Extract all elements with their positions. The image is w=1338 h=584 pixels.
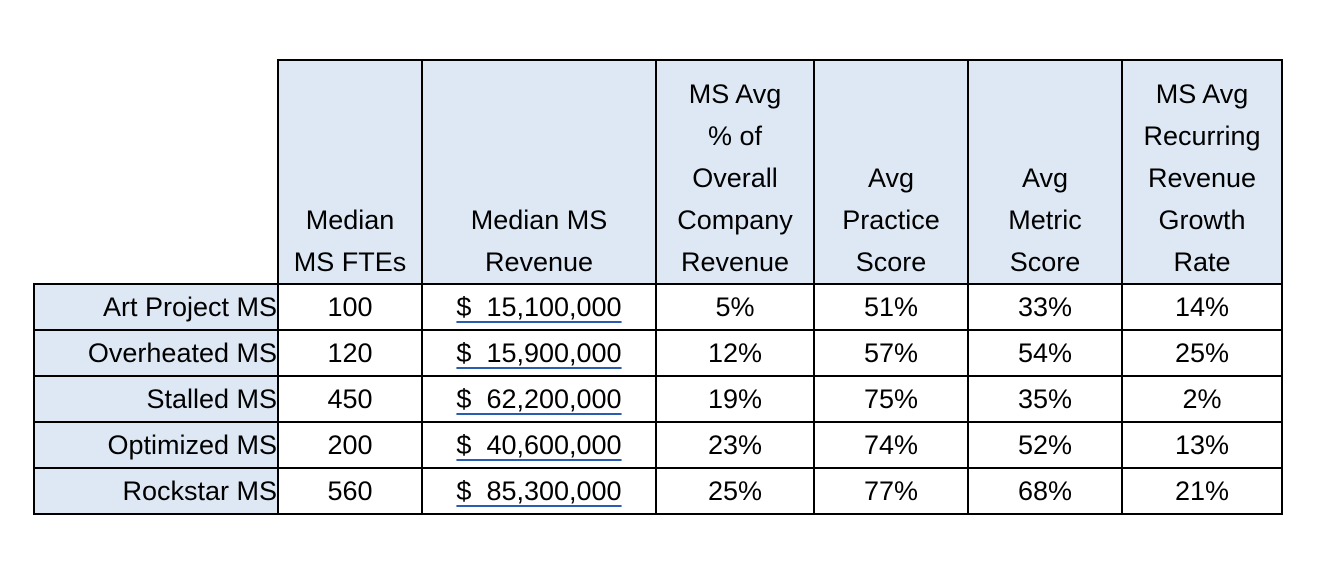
revenue-value: $ 62,200,000 — [456, 384, 622, 414]
row-header: Art Project MS — [33, 283, 279, 331]
growth-rate-cell: 13% — [1121, 421, 1283, 469]
corner-cell — [34, 60, 279, 285]
header-line: Revenue — [484, 247, 594, 277]
row-header: Optimized MS — [33, 421, 279, 469]
metric-score-cell: 35% — [967, 375, 1123, 423]
column-header-avg-practice-score: Avg Practice Score — [813, 59, 969, 285]
table-row: Rockstar MS 560 $ 85,300,000 25% 77% 68%… — [33, 467, 1283, 515]
table-row: Overheated MS 120 $ 15,900,000 12% 57% 5… — [33, 329, 1283, 377]
revenue-cell: $ 62,200,000 — [421, 375, 657, 423]
ms-segment-table: Median MS FTEs Median MS Revenue MS Avg … — [33, 59, 1283, 515]
column-header-avg-metric-score: Avg Metric Score — [967, 59, 1123, 285]
revenue-cell: $ 40,600,000 — [421, 421, 657, 469]
column-header-ms-avg-recurring-revenue-growth-rate: MS Avg Recurring Revenue Growth Rate — [1121, 59, 1283, 285]
header-line: Score — [855, 247, 927, 277]
pct-revenue-cell: 25% — [655, 467, 815, 515]
practice-score-cell: 51% — [813, 283, 969, 331]
header-line: Growth — [1158, 205, 1246, 235]
header-line: Score — [1009, 247, 1081, 277]
header-line: Avg — [1021, 163, 1069, 193]
revenue-value: $ 15,100,000 — [456, 292, 622, 322]
revenue-cell: $ 15,100,000 — [421, 283, 657, 331]
growth-rate-cell: 2% — [1121, 375, 1283, 423]
header-row: Median MS FTEs Median MS Revenue MS Avg … — [34, 59, 1283, 285]
row-header: Overheated MS — [33, 329, 279, 377]
header-line: Recurring — [1143, 121, 1261, 151]
metric-score-cell: 68% — [967, 467, 1123, 515]
header-line: MS Avg — [688, 79, 782, 109]
ftes-cell: 560 — [277, 467, 423, 515]
ftes-cell: 100 — [277, 283, 423, 331]
practice-score-cell: 74% — [813, 421, 969, 469]
header-line: % of — [707, 121, 763, 151]
ftes-cell: 450 — [277, 375, 423, 423]
column-header-median-ms-ftes: Median MS FTEs — [277, 59, 423, 285]
header-line: Metric — [1008, 205, 1082, 235]
revenue-cell: $ 85,300,000 — [421, 467, 657, 515]
practice-score-cell: 77% — [813, 467, 969, 515]
header-line: Avg — [867, 163, 915, 193]
row-header: Rockstar MS — [33, 467, 279, 515]
header-line: Rate — [1173, 247, 1231, 277]
pct-revenue-cell: 19% — [655, 375, 815, 423]
table-row: Stalled MS 450 $ 62,200,000 19% 75% 35% … — [33, 375, 1283, 423]
metric-score-cell: 52% — [967, 421, 1123, 469]
practice-score-cell: 75% — [813, 375, 969, 423]
header-line: Median — [305, 205, 395, 235]
growth-rate-cell: 21% — [1121, 467, 1283, 515]
pct-revenue-cell: 23% — [655, 421, 815, 469]
table-row: Optimized MS 200 $ 40,600,000 23% 74% 52… — [33, 421, 1283, 469]
ftes-cell: 120 — [277, 329, 423, 377]
header-line: Company — [677, 205, 793, 235]
pct-revenue-cell: 5% — [655, 283, 815, 331]
column-header-ms-avg-pct-overall-revenue: MS Avg % of Overall Company Revenue — [655, 59, 815, 285]
header-line: Revenue — [680, 247, 790, 277]
header-line: MS Avg — [1155, 79, 1249, 109]
metric-score-cell: 33% — [967, 283, 1123, 331]
metric-score-cell: 54% — [967, 329, 1123, 377]
table-row: Art Project MS 100 $ 15,100,000 5% 51% 3… — [33, 283, 1283, 331]
revenue-cell: $ 15,900,000 — [421, 329, 657, 377]
revenue-value: $ 40,600,000 — [456, 430, 622, 460]
row-header: Stalled MS — [33, 375, 279, 423]
pct-revenue-cell: 12% — [655, 329, 815, 377]
revenue-value: $ 85,300,000 — [456, 476, 622, 506]
growth-rate-cell: 14% — [1121, 283, 1283, 331]
ftes-cell: 200 — [277, 421, 423, 469]
header-line: MS FTEs — [293, 247, 407, 277]
header-line: Overall — [692, 163, 778, 193]
revenue-value: $ 15,900,000 — [456, 338, 622, 368]
growth-rate-cell: 25% — [1121, 329, 1283, 377]
header-line: Revenue — [1147, 163, 1257, 193]
header-line: Practice — [842, 205, 940, 235]
practice-score-cell: 57% — [813, 329, 969, 377]
column-header-median-ms-revenue: Median MS Revenue — [421, 59, 657, 285]
header-line: Median MS — [470, 205, 608, 235]
